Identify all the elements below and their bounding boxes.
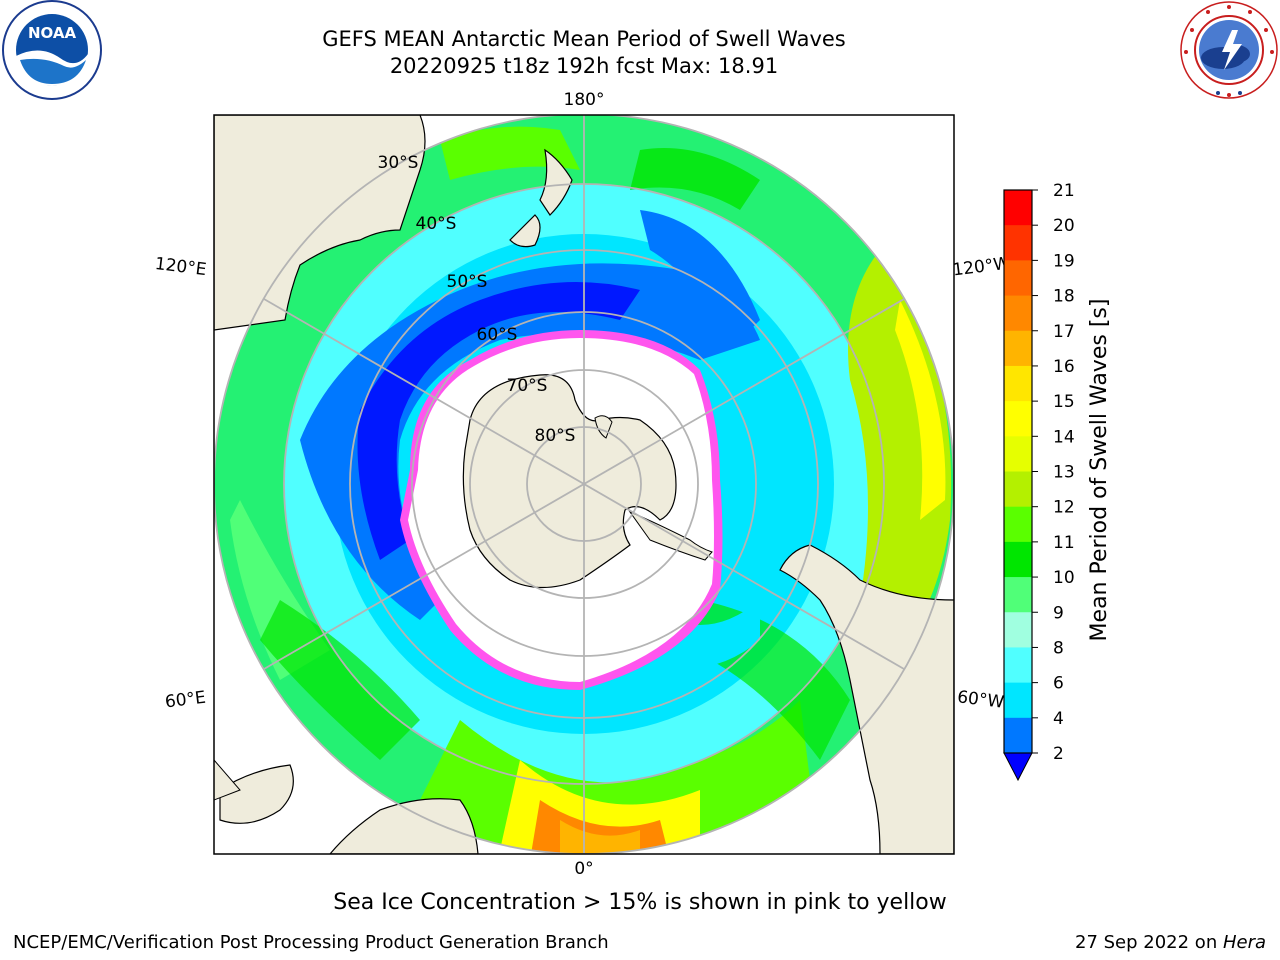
colorbar-tick-label: 19	[1053, 251, 1075, 271]
lon-label-60e: 60°E	[164, 688, 207, 713]
colorbar-tick-label: 8	[1053, 638, 1064, 658]
colorbar-band	[1004, 506, 1032, 543]
map-figure: 180° 120°E 120°W 60°E 60°W 0° 30°S 40°S …	[154, 90, 1112, 879]
colorbar: 21 20 19 18 17 16 15 14 13 12 11 10 9 8 6 4 2	[1003, 181, 1075, 782]
lat-label-40s: 40°S	[416, 214, 457, 234]
colorbar-tick-label: 2	[1053, 744, 1064, 764]
colorbar-tick-label: 16	[1053, 357, 1075, 377]
svg-text:NOAA: NOAA	[28, 24, 77, 42]
colorbar-tick-label: 4	[1053, 709, 1064, 729]
colorbar-tick-label: 6	[1053, 674, 1064, 694]
lat-label-60s: 60°S	[477, 325, 518, 345]
colorbar-tick-label: 12	[1053, 498, 1075, 518]
colorbar-tick-label: 21	[1053, 181, 1075, 201]
colorbar-band	[1004, 717, 1032, 754]
sea-ice-caption: Sea Ice Concentration > 15% is shown in …	[333, 890, 947, 915]
colorbar-tick-label: 9	[1053, 603, 1064, 623]
colorbar-tick-label: 20	[1053, 216, 1075, 236]
colorbar-label: Mean Period of Swell Waves [s]	[1087, 299, 1112, 642]
footer-host: Hera	[1222, 932, 1266, 953]
colorbar-tick-label: 10	[1053, 568, 1075, 588]
title-line-2: 20220925 t18z 192h fcst Max: 18.91	[389, 54, 779, 78]
colorbar-band	[1004, 647, 1032, 684]
colorbar-extend-arrow	[1003, 752, 1033, 782]
colorbar-band	[1004, 401, 1032, 437]
lat-label-70s: 70°S	[507, 376, 548, 396]
colorbar-tick-label: 11	[1053, 533, 1075, 553]
lon-label-120e: 120°E	[154, 254, 208, 280]
colorbar-band	[1004, 577, 1032, 613]
lon-label-180: 180°	[564, 90, 605, 110]
lon-label-60w: 60°W	[956, 687, 1005, 713]
lat-label-30s: 30°S	[378, 153, 419, 173]
colorbar-tick-label: 14	[1053, 427, 1075, 447]
noaa-logo: NOAA	[2, 0, 102, 100]
colorbar-band	[1004, 260, 1032, 297]
colorbar-tick-label: 17	[1053, 322, 1075, 342]
title-line-1: GEFS MEAN Antarctic Mean Period of Swell…	[322, 27, 846, 51]
colorbar-band	[1004, 471, 1032, 508]
antarctica-land	[462, 374, 677, 589]
lat-label-80s: 80°S	[535, 426, 576, 446]
colorbar-band	[1004, 612, 1032, 648]
colorbar-tick-label: 13	[1053, 463, 1075, 483]
colorbar-tick-label: 18	[1053, 287, 1075, 307]
colorbar-band	[1004, 190, 1032, 226]
colorbar-band	[1004, 330, 1032, 367]
lon-label-120w: 120°W	[952, 254, 1012, 281]
colorbar-tick-label: 15	[1053, 392, 1075, 412]
nws-logo	[1180, 1, 1278, 99]
footer-date-text: 27 Sep 2022 on	[1075, 932, 1223, 953]
footer-date: 27 Sep 2022 on Hera	[1075, 932, 1266, 953]
colorbar-band	[1004, 365, 1032, 402]
lon-label-0: 0°	[574, 859, 593, 879]
map-frame	[213, 114, 955, 855]
colorbar-band	[1004, 436, 1032, 472]
colorbar-band	[1004, 295, 1032, 332]
colorbar-band	[1004, 225, 1032, 261]
continents	[214, 115, 954, 854]
lat-label-50s: 50°S	[447, 272, 488, 292]
colorbar-band	[1004, 682, 1032, 719]
colorbar-band	[1004, 541, 1032, 578]
footer-credit: NCEP/EMC/Verification Post Processing Pr…	[13, 932, 609, 953]
graticule	[214, 115, 954, 854]
